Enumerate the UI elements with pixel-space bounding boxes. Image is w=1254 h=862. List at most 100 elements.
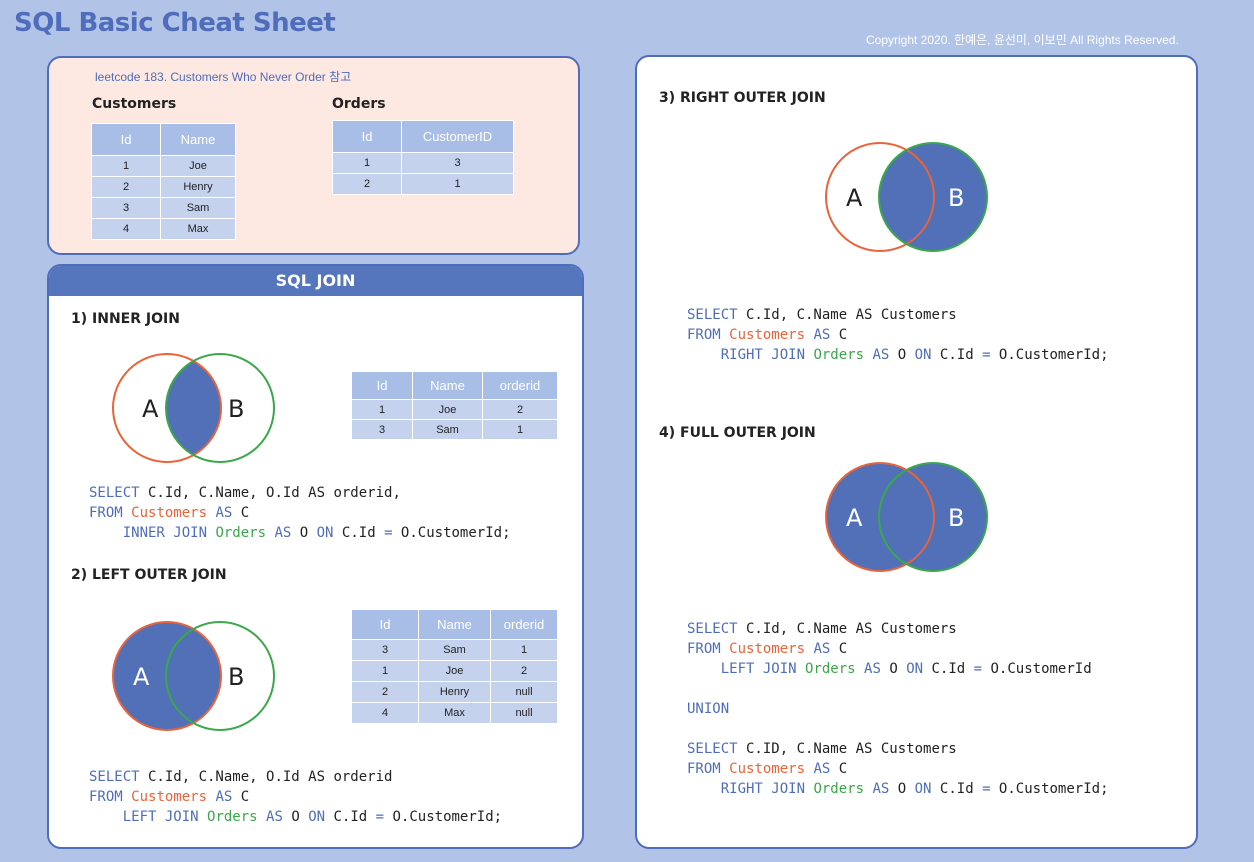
sql-keyword: INNER JOIN bbox=[122, 525, 208, 541]
sql-alias: C bbox=[830, 761, 848, 777]
sql-table-orders: Orders bbox=[207, 809, 258, 825]
table-cell: 2 bbox=[332, 173, 402, 195]
sql-keyword: AS bbox=[813, 327, 831, 343]
venn-label-b: B bbox=[948, 184, 964, 212]
sql-keyword: RIGHT JOIN bbox=[720, 781, 806, 797]
left-join-result-table: Id Name orderid 3 Sam 1 1 Joe 2 2 Henry null 4… bbox=[351, 609, 558, 724]
table-row: 1 Joe 2 bbox=[351, 660, 558, 682]
sql-table-customers: Customers bbox=[729, 327, 806, 343]
sql-condition: C.Id bbox=[923, 661, 974, 677]
inner-join-venn-diagram: A B bbox=[112, 353, 275, 463]
sql-condition: C.Id bbox=[931, 781, 983, 797]
table-cell: Joe bbox=[160, 155, 236, 177]
table-header-row: Id Name orderid bbox=[351, 609, 558, 640]
venn-circle-b bbox=[165, 621, 275, 731]
sql-table-orders: Orders bbox=[813, 781, 865, 797]
sql-keyword-union: UNION bbox=[687, 701, 730, 717]
venn-circle-a bbox=[112, 353, 222, 463]
customers-table: Id Name 1 Joe 2 Henry 3 Sam 4 Max bbox=[91, 123, 236, 240]
column-header: Name bbox=[160, 123, 236, 156]
sql-alias: C bbox=[232, 789, 250, 805]
sql-keyword: AS bbox=[864, 661, 881, 677]
sql-operator: = bbox=[384, 525, 393, 541]
sql-alias: O bbox=[880, 661, 907, 677]
sql-join-panel: SQL JOIN 1) INNER JOIN A B Id Name order… bbox=[47, 264, 584, 849]
table-cell: null bbox=[490, 681, 558, 703]
sql-keyword: FROM bbox=[89, 789, 123, 805]
sql-keyword: SELECT bbox=[89, 485, 140, 501]
sql-keyword: FROM bbox=[687, 761, 721, 777]
venn-label-a: A bbox=[142, 395, 159, 423]
table-cell: Max bbox=[418, 702, 491, 724]
table-cell: 2 bbox=[482, 399, 558, 420]
sql-alias: O bbox=[889, 347, 915, 363]
sql-condition: O.CustomerId; bbox=[392, 525, 511, 541]
sql-condition: O.CustomerId; bbox=[384, 809, 503, 825]
sql-columns: C.Id, C.Name AS Customers bbox=[737, 621, 957, 637]
column-header: Id bbox=[332, 120, 402, 153]
inner-join-title: 1) INNER JOIN bbox=[71, 311, 180, 327]
sql-keyword: FROM bbox=[687, 641, 721, 657]
table-cell: 3 bbox=[91, 197, 161, 219]
table-cell: 4 bbox=[351, 702, 419, 724]
venn-label-b: B bbox=[948, 504, 964, 532]
column-header: orderid bbox=[482, 371, 558, 400]
sql-operator: = bbox=[973, 661, 983, 677]
right-join-venn-diagram: A B bbox=[825, 142, 988, 252]
right-join-title: 3) RIGHT OUTER JOIN bbox=[659, 90, 826, 106]
sql-condition: O.CustomerId bbox=[982, 661, 1092, 677]
sql-keyword: RIGHT JOIN bbox=[720, 347, 806, 363]
venn-circle-b bbox=[165, 353, 275, 463]
table-cell: 1 bbox=[401, 173, 514, 195]
column-header: Id bbox=[91, 123, 161, 156]
table-row: 3 Sam 1 bbox=[351, 419, 558, 440]
venn-label-a: A bbox=[133, 663, 150, 691]
sql-keyword: AS bbox=[266, 809, 283, 825]
sql-alias: C bbox=[232, 505, 250, 521]
table-cell: 1 bbox=[332, 152, 402, 174]
sql-keyword: FROM bbox=[687, 327, 721, 343]
sql-columns: C.Id, C.Name AS Customers bbox=[737, 307, 957, 323]
sql-keyword: ON bbox=[308, 809, 326, 825]
full-join-title: 4) FULL OUTER JOIN bbox=[659, 425, 816, 441]
table-row: 3 Sam bbox=[91, 197, 236, 219]
table-cell: 2 bbox=[351, 681, 419, 703]
full-join-venn-diagram: A B bbox=[825, 462, 988, 572]
sql-keyword: SELECT bbox=[687, 621, 738, 637]
venn-circle-a bbox=[112, 621, 222, 731]
inner-join-result-table: Id Name orderid 1 Joe 2 3 Sam 1 bbox=[351, 371, 558, 440]
table-row: 3 Sam 1 bbox=[351, 639, 558, 661]
sql-keyword: LEFT JOIN bbox=[122, 809, 199, 825]
sql-keyword: SELECT bbox=[687, 741, 738, 757]
sql-keyword: AS bbox=[813, 641, 831, 657]
venn-label-b: B bbox=[228, 663, 244, 691]
table-cell: 3 bbox=[401, 152, 514, 174]
table-row: 2 Henry null bbox=[351, 681, 558, 703]
full-join-code: SELECT C.Id, C.Name AS Customers FROM Cu… bbox=[687, 619, 1109, 799]
table-row: 2 Henry bbox=[91, 176, 236, 198]
table-cell: Joe bbox=[418, 660, 491, 682]
table-cell: Henry bbox=[160, 176, 236, 198]
sql-condition: O.CustomerId; bbox=[990, 347, 1109, 363]
sql-condition: O.CustomerId; bbox=[990, 781, 1109, 797]
table-header-row: Id Name orderid bbox=[351, 371, 558, 400]
sql-table-customers: Customers bbox=[131, 789, 208, 805]
table-cell: Max bbox=[160, 218, 236, 240]
table-cell: 1 bbox=[351, 660, 419, 682]
sql-keyword: SELECT bbox=[687, 307, 738, 323]
column-header: Id bbox=[351, 609, 419, 640]
table-cell: Joe bbox=[412, 399, 483, 420]
table-cell: 1 bbox=[490, 639, 558, 661]
sql-keyword: ON bbox=[914, 347, 932, 363]
table-cell: 3 bbox=[351, 639, 419, 661]
sql-alias: O bbox=[282, 809, 309, 825]
sql-condition: C.Id bbox=[931, 347, 983, 363]
sql-condition: C.Id bbox=[325, 809, 376, 825]
sql-keyword: SELECT bbox=[89, 769, 140, 785]
sql-keyword: ON bbox=[914, 781, 932, 797]
venn-circle-a bbox=[825, 142, 935, 252]
left-join-venn-diagram: A B bbox=[112, 621, 275, 731]
column-header: Name bbox=[418, 609, 491, 640]
